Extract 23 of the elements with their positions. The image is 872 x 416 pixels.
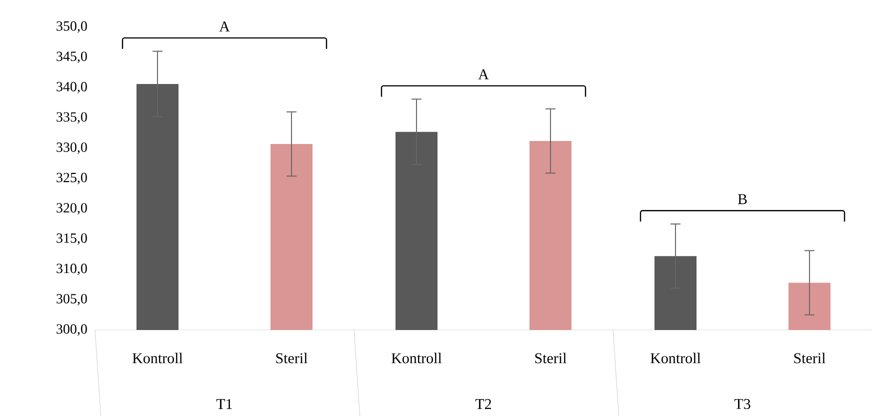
x-tick-label: T2 bbox=[475, 399, 492, 409]
y-tick-label: 325,0 bbox=[56, 172, 87, 184]
x-tick-label: T1 bbox=[216, 399, 232, 409]
y-tick-label: 340,0 bbox=[56, 82, 87, 94]
text: Kontroll bbox=[650, 352, 701, 364]
annotation: A bbox=[478, 69, 489, 80]
y-tick-label: 350,0 bbox=[56, 21, 87, 33]
text: Steril bbox=[794, 352, 826, 364]
text: Kontroll bbox=[392, 352, 442, 364]
y-tick-label: 300,0 bbox=[56, 324, 87, 336]
y-tick-label: 315,0 bbox=[56, 233, 87, 245]
y-tick-label: 320,0 bbox=[56, 203, 87, 215]
series-label: Steril bbox=[276, 352, 308, 364]
y-tick-label: 330,0 bbox=[56, 142, 87, 154]
y-tick-label: 305,0 bbox=[56, 294, 87, 306]
text: Steril bbox=[535, 352, 566, 364]
series-label: Kontroll bbox=[132, 352, 183, 364]
annotation: B bbox=[738, 194, 747, 204]
y-tick-label: 310,0 bbox=[56, 264, 87, 276]
y-tick-label: 345,0 bbox=[56, 52, 87, 64]
y-tick-label: 335,0 bbox=[56, 112, 87, 124]
annotation: A bbox=[219, 22, 230, 32]
x-tick-label: T3 bbox=[734, 398, 750, 410]
